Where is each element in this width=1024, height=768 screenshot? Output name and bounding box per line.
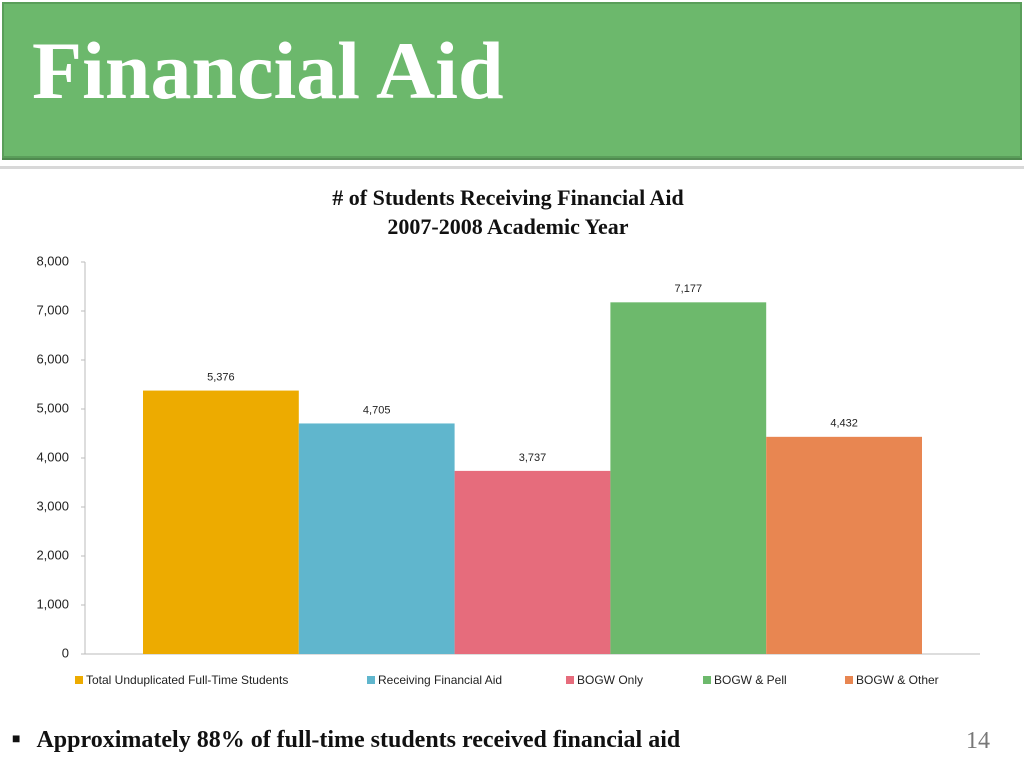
slide-title: Financial Aid xyxy=(32,25,504,116)
bar xyxy=(610,302,767,654)
bar xyxy=(766,436,922,654)
y-tick-label: 2,000 xyxy=(36,547,69,562)
header-bar: Financial Aid xyxy=(2,2,1022,158)
y-tick-label: 3,000 xyxy=(36,498,69,513)
legend-swatch xyxy=(367,676,375,684)
y-tick-label: 6,000 xyxy=(36,351,69,366)
y-tick-label: 8,000 xyxy=(36,253,69,268)
y-tick-label: 5,000 xyxy=(36,400,69,415)
bullet-point: ■ Approximately 88% of full-time students… xyxy=(12,727,680,754)
data-label: 4,432 xyxy=(830,418,858,430)
legend-label: BOGW & Other xyxy=(856,673,939,687)
legend-label: BOGW Only xyxy=(577,673,643,687)
y-tick-label: 7,000 xyxy=(36,302,69,317)
chart-title: # of Students Receiving Financial Aid xyxy=(332,185,683,210)
bullet-icon: ■ xyxy=(12,732,21,747)
legend-label: Receiving Financial Aid xyxy=(378,673,502,687)
page-number: 14 xyxy=(966,728,990,754)
chart-subtitle: 2007-2008 Academic Year xyxy=(387,214,628,239)
y-tick-label: 4,000 xyxy=(36,449,69,464)
legend-swatch xyxy=(566,676,574,684)
legend-swatch xyxy=(75,676,83,684)
legend-swatch xyxy=(845,676,853,684)
data-label: 7,177 xyxy=(675,283,703,295)
bullet-text: Approximately 88% of full-time students … xyxy=(36,727,681,753)
legend-swatch xyxy=(703,676,711,684)
divider xyxy=(0,166,1024,169)
data-label: 4,705 xyxy=(363,404,391,416)
legend-label: Total Unduplicated Full-Time Students xyxy=(86,673,288,687)
data-label: 3,737 xyxy=(519,452,547,464)
data-label: 5,376 xyxy=(207,371,235,383)
legend-label: BOGW & Pell xyxy=(714,673,787,687)
y-tick-label: 0 xyxy=(62,645,69,660)
bar xyxy=(454,470,611,654)
bar xyxy=(143,390,299,654)
bar xyxy=(298,423,455,654)
y-tick-label: 1,000 xyxy=(36,596,69,611)
